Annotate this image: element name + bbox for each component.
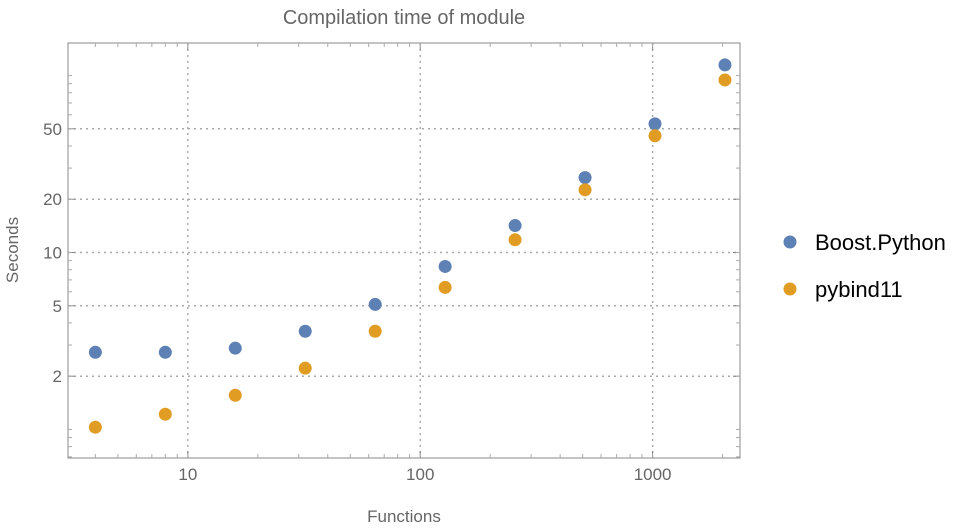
x-tick-label: 1000 xyxy=(634,465,672,484)
data-point-boost-python xyxy=(228,341,242,355)
y-tick-label: 2 xyxy=(53,367,62,386)
data-point-boost-python xyxy=(88,345,102,359)
legend-label-pybind11: pybind11 xyxy=(815,277,903,302)
legend-marker-boost-python xyxy=(783,235,797,249)
y-axis-label: Seconds xyxy=(3,217,22,283)
data-point-boost-python xyxy=(508,219,522,233)
ticks: 10 100 1000 2 5 10 20 50 xyxy=(43,43,740,484)
data-point-pybind11 xyxy=(438,280,452,294)
points xyxy=(88,58,732,434)
data-point-boost-python xyxy=(718,58,732,72)
y-tick-label: 20 xyxy=(43,190,62,209)
x-axis-label: Functions xyxy=(367,507,441,525)
plot-frame xyxy=(67,42,741,459)
data-point-pybind11 xyxy=(298,361,312,375)
data-point-pybind11 xyxy=(648,129,662,143)
data-point-pybind11 xyxy=(578,183,592,197)
data-point-boost-python xyxy=(438,259,452,273)
data-point-boost-python xyxy=(648,117,662,131)
data-point-pybind11 xyxy=(508,233,522,247)
y-tick-label: 10 xyxy=(43,244,62,263)
data-point-pybind11 xyxy=(228,388,242,402)
y-tick-label: 5 xyxy=(53,297,62,316)
x-tick-label: 10 xyxy=(178,465,197,484)
y-tick-label: 50 xyxy=(43,120,62,139)
chart-title: Compilation time of module xyxy=(283,7,525,29)
x-tick-label: 100 xyxy=(406,465,434,484)
data-point-boost-python xyxy=(578,171,592,185)
data-point-boost-python xyxy=(158,345,172,359)
data-point-pybind11 xyxy=(718,73,732,87)
legend: Boost.Python pybind11 xyxy=(783,230,946,302)
legend-marker-pybind11 xyxy=(783,282,797,296)
grid xyxy=(68,43,740,458)
legend-label-boost-python: Boost.Python xyxy=(815,230,946,255)
data-point-boost-python xyxy=(368,297,382,311)
data-point-pybind11 xyxy=(158,407,172,421)
data-point-pybind11 xyxy=(88,420,102,434)
data-point-boost-python xyxy=(298,324,312,338)
data-point-pybind11 xyxy=(368,324,382,338)
